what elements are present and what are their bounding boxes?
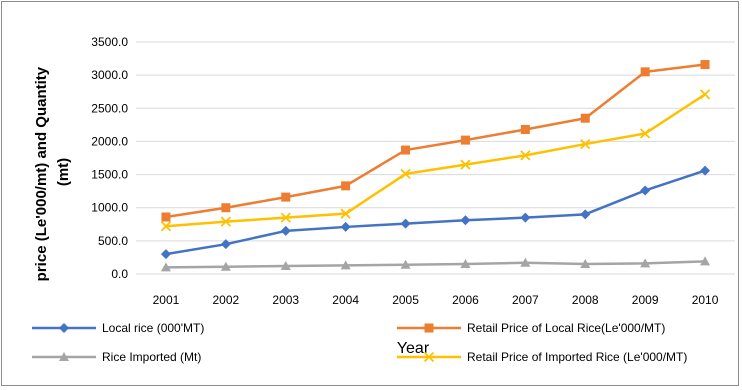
data-point <box>460 259 471 269</box>
data-point <box>580 113 590 123</box>
legend-marker <box>423 351 435 363</box>
data-point <box>699 89 711 100</box>
data-point <box>520 150 531 161</box>
data-point <box>160 249 171 260</box>
x-tick-label: 2007 <box>512 293 539 307</box>
x-tick-label: 2008 <box>572 293 599 307</box>
data-point <box>460 135 470 145</box>
legend-entry: Retail Price of Imported Rice (Le'000/MT… <box>397 350 687 364</box>
data-point <box>640 258 651 268</box>
data-point <box>221 203 231 213</box>
legend-label: Retail Price of Local Rice(Le'000/MT) <box>467 321 665 335</box>
data-point <box>401 145 411 155</box>
x-axis-label: Year <box>397 340 430 357</box>
x-tick-label: 2009 <box>632 293 659 307</box>
data-point <box>640 67 650 77</box>
data-point <box>580 209 591 220</box>
data-point <box>160 221 172 232</box>
data-point <box>161 212 171 222</box>
data-point <box>160 262 171 272</box>
y-tick-label: 1500.0 <box>91 168 128 182</box>
legend-label: Retail Price of Imported Rice (Le'000/MT… <box>467 350 687 364</box>
y-tick-label: 500.0 <box>98 234 128 248</box>
x-tick-label: 2001 <box>153 293 180 307</box>
series-3 <box>160 89 711 232</box>
data-point <box>640 185 651 196</box>
y-axis-label-line-2: (mt) <box>55 158 72 186</box>
data-point <box>640 128 651 139</box>
y-axis-label: price (Le'000/mt) and Quantity (mt) <box>33 63 72 282</box>
legend: Local rice (000'MT) Retail Price of Local… <box>32 321 687 364</box>
data-point <box>280 261 291 271</box>
y-tick-label: 0.0 <box>111 267 128 281</box>
y-tick-label: 3500.0 <box>91 35 128 49</box>
y-tick-label: 1000.0 <box>91 201 128 215</box>
data-point <box>220 261 231 271</box>
data-point <box>340 260 351 270</box>
data-point <box>700 165 711 176</box>
data-point <box>580 259 591 269</box>
data-point <box>460 215 471 226</box>
series-line <box>165 260 706 269</box>
legend-label: Rice Imported (Mt) <box>102 350 201 364</box>
data-point <box>220 216 231 227</box>
data-point <box>460 159 471 170</box>
y-tick-label: 3000.0 <box>91 68 128 82</box>
data-point <box>341 181 351 191</box>
data-point <box>520 257 531 267</box>
data-point <box>580 138 591 150</box>
x-axis-ticks: 2001 2002 2003 2004 2005 2006 2007 2008 2009 2010 <box>153 293 719 307</box>
x-tick-label: 2005 <box>392 293 419 307</box>
data-point <box>340 221 351 232</box>
data-point <box>400 168 411 180</box>
series-line <box>165 63 706 219</box>
line-chart: 0.0 500.0 1000.0 1500.0 2000.0 2500.0 3000.0 35… <box>32 35 735 364</box>
data-point <box>280 225 291 236</box>
x-tick-label: 2003 <box>272 293 299 307</box>
data-point <box>400 218 411 229</box>
y-tick-label: 2500.0 <box>91 101 128 115</box>
data-point <box>281 192 291 202</box>
x-tick-label: 2010 <box>692 293 719 307</box>
y-axis-label-line-1: price (Le'000/mt) and Quantity <box>33 66 50 281</box>
x-tick-label: 2006 <box>452 293 479 307</box>
legend-marker <box>59 323 69 333</box>
legend-entry: Rice Imported (Mt) <box>32 350 201 364</box>
y-tick-label: 2000.0 <box>91 134 128 148</box>
data-point <box>280 212 291 223</box>
data-point <box>520 212 531 223</box>
data-point <box>400 259 411 269</box>
x-tick-label: 2004 <box>332 293 359 307</box>
series-1 <box>161 60 710 222</box>
series-lines <box>160 60 711 272</box>
legend-marker <box>424 323 434 333</box>
series-line <box>165 169 706 256</box>
series-line <box>165 93 706 228</box>
x-tick-label: 2002 <box>212 293 239 307</box>
data-point <box>220 239 231 250</box>
legend-entry: Local rice (000'MT) <box>32 321 204 335</box>
legend-marker <box>59 352 69 361</box>
y-axis-ticks: 0.0 500.0 1000.0 1500.0 2000.0 2500.0 3000.0 35… <box>91 35 128 281</box>
data-point <box>340 208 351 219</box>
data-point <box>520 124 530 134</box>
series-0 <box>160 165 711 260</box>
data-point <box>700 60 710 70</box>
legend-entry: Retail Price of Local Rice(Le'000/MT) <box>397 321 665 335</box>
series-2 <box>160 256 711 272</box>
legend-label: Local rice (000'MT) <box>102 321 204 335</box>
data-point <box>700 256 711 266</box>
